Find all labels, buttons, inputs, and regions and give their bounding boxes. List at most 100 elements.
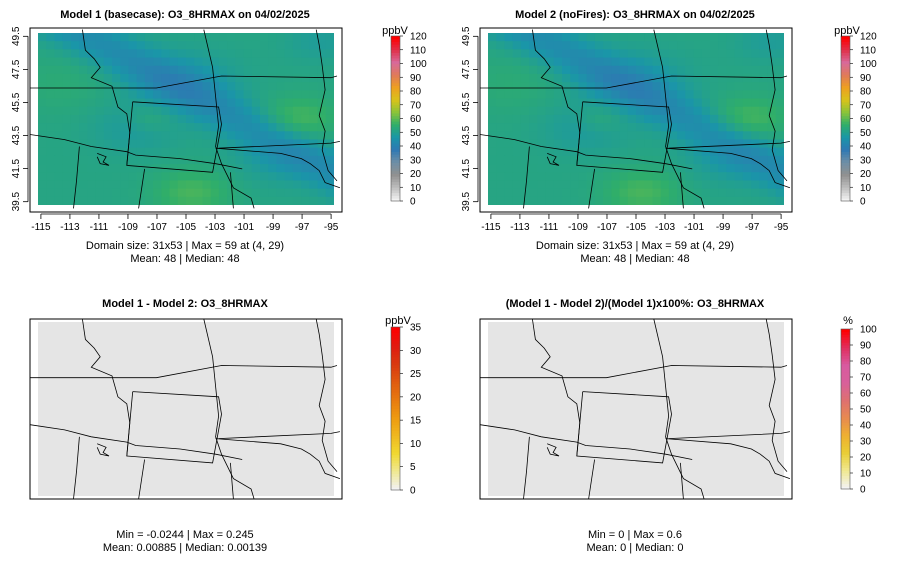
heatmap-cell (292, 65, 302, 75)
heatmap-cell (309, 172, 319, 182)
heatmap-cell (520, 139, 530, 149)
heatmap-cell (578, 172, 588, 182)
heatmap-cell (710, 114, 719, 124)
heatmap-cell (112, 57, 121, 67)
heatmap-cell (734, 172, 744, 182)
heatmap-cell (161, 114, 171, 124)
heatmap-cell (693, 131, 703, 141)
heatmap-cell (128, 188, 138, 198)
heatmap-cell (742, 147, 752, 157)
heatmap-cell (251, 188, 261, 198)
heatmap-cell (718, 49, 728, 59)
heatmap-cell (54, 49, 64, 59)
heatmap-cell (309, 73, 319, 83)
heatmap-cell (611, 139, 621, 149)
heatmap-cell (668, 98, 678, 108)
colorbar-segment (841, 88, 850, 92)
heatmap-cell (586, 57, 596, 67)
heatmap-cell (718, 106, 728, 116)
colorbar-segment (841, 121, 850, 125)
state-borders (29, 318, 341, 500)
heatmap-cell (759, 164, 769, 173)
heatmap-cell (619, 106, 629, 116)
heatmap-cell (284, 41, 294, 50)
colorbar-segment (841, 190, 850, 194)
heatmap-cell (38, 172, 47, 182)
heatmap-cell (537, 33, 547, 42)
heatmap-cell (759, 33, 769, 42)
heatmap-cell (136, 82, 146, 91)
heatmap-cell (227, 164, 236, 173)
heatmap-cell (62, 155, 72, 165)
heatmap-cell (103, 123, 113, 132)
heatmap-cell (210, 172, 220, 182)
heatmap-cell (496, 65, 506, 75)
heatmap-cell (128, 155, 138, 165)
heatmap-cell (210, 131, 220, 141)
heatmap-cell (586, 180, 596, 190)
heatmap-cell (726, 123, 736, 132)
heatmap-cell (202, 155, 212, 165)
colorbar-segment (841, 60, 850, 64)
heatmap-cell (251, 131, 261, 141)
heatmap-cell (301, 131, 310, 141)
colorbar-segment (391, 468, 400, 472)
heatmap-cell (742, 172, 752, 182)
heatmap-cell (46, 172, 56, 182)
colorbar-segment (391, 71, 400, 75)
heatmap-cell (325, 131, 334, 141)
colorbar-segment (841, 58, 850, 62)
stats-line: Min = 0 | Max = 0.6 (588, 529, 682, 541)
heatmap-cell (120, 49, 130, 59)
heatmap-cell (718, 114, 728, 124)
heatmap-cell (112, 123, 121, 132)
heatmap-cell (677, 98, 686, 108)
heatmap-cell (726, 155, 736, 165)
heatmap-cell (578, 90, 588, 100)
heatmap-cell (103, 49, 113, 59)
heatmap-cell (751, 57, 760, 67)
heatmap-cell (292, 106, 302, 116)
heatmap-cell (38, 147, 47, 157)
heatmap-cell (112, 180, 121, 190)
heatmap-cell (62, 73, 72, 83)
colorbar-segment (841, 168, 850, 172)
heatmap-cell (79, 90, 88, 100)
heatmap-cell (751, 180, 760, 190)
heatmap-cell (161, 172, 171, 182)
heatmap-cell (504, 73, 514, 83)
heatmap-cell (668, 123, 678, 132)
colorbar-tick-label: 35 (410, 323, 422, 334)
heatmap-cell (701, 155, 711, 165)
heatmap-cell (701, 65, 711, 75)
heatmap-cell (260, 139, 269, 149)
heatmap-cell (62, 106, 72, 116)
x-tick-label: -101 (234, 222, 254, 233)
heatmap-cell (529, 65, 538, 75)
heatmap-cell (112, 139, 121, 149)
heatmap-cell (594, 155, 604, 165)
heatmap-cell (227, 106, 236, 116)
colorbar-tick-label: 70 (860, 100, 872, 111)
heatmap-cell (726, 73, 736, 83)
heatmap-cell (710, 49, 719, 59)
heatmap-cell (627, 180, 637, 190)
heatmap-cell (636, 33, 645, 42)
heatmap-cell (284, 33, 294, 42)
heatmap-cell (496, 114, 506, 124)
heatmap-cell (227, 172, 236, 182)
heatmap-cell (619, 131, 629, 141)
colorbar-segment (841, 146, 850, 150)
stats-line: Mean: 48 | Median: 48 (130, 253, 239, 265)
heatmap-cell (317, 41, 327, 50)
colorbar-segment (841, 107, 850, 111)
heatmap-cell (317, 164, 327, 173)
heatmap-cell (693, 196, 703, 205)
heatmap-cell (603, 147, 612, 157)
heatmap-cell (627, 147, 637, 157)
colorbar-tick-label: 120 (410, 32, 427, 43)
heatmap-cell (742, 90, 752, 100)
heatmap-cell (202, 65, 212, 75)
